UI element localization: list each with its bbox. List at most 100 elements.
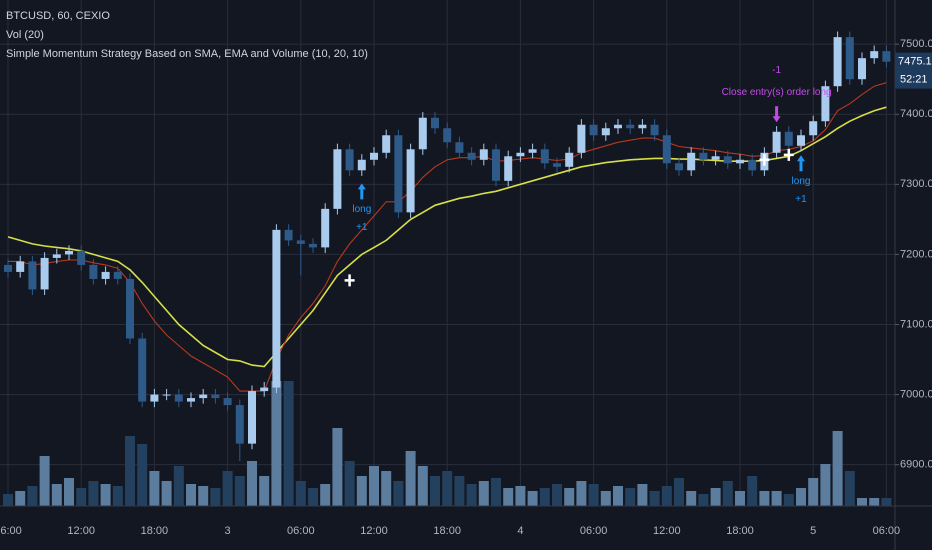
volume-bar: [454, 476, 465, 506]
volume-legend: Vol (20): [6, 29, 44, 41]
volume-bar: [491, 478, 501, 506]
candle-body: [626, 124, 635, 129]
candle-body: [223, 398, 232, 406]
volume-bar: [588, 484, 599, 506]
candle-body: [113, 271, 122, 279]
y-tick-label: 6900.00: [900, 459, 932, 471]
candle-body: [504, 156, 513, 181]
candle-body: [28, 261, 37, 290]
candle-body: [858, 58, 866, 80]
volume-bar: [149, 471, 160, 506]
y-tick-label: 7500.00: [900, 38, 932, 50]
volume-bar: [247, 461, 257, 506]
volume-bar: [466, 484, 477, 506]
candle-body: [455, 142, 464, 153]
volume-bar: [747, 476, 758, 506]
y-tick-label: 7300.00: [900, 178, 932, 190]
y-tick-label: 7400.00: [900, 108, 932, 120]
candle-body: [650, 124, 659, 136]
volume-bar: [661, 486, 672, 506]
volume-bar: [320, 484, 331, 506]
last-price-label: 7475.10: [898, 56, 932, 68]
volume-bar: [39, 456, 50, 506]
candle-body: [174, 394, 183, 402]
volume-bar: [442, 471, 453, 506]
candle-body: [296, 240, 305, 244]
candle-body: [492, 149, 500, 181]
volume-bar: [735, 491, 745, 506]
volume-bar: [259, 476, 270, 506]
x-tick-label: 12:00: [360, 525, 388, 537]
entry-qty: +1: [795, 194, 807, 205]
volume-bar: [722, 481, 733, 506]
volume-bar: [173, 466, 184, 506]
candle-body: [870, 51, 879, 59]
volume-bar: [698, 494, 709, 506]
volume-bar: [832, 431, 843, 506]
candle-body: [577, 124, 586, 153]
y-tick-label: 7000.00: [900, 388, 932, 400]
candle-body: [882, 51, 891, 62]
candle-body: [748, 159, 757, 171]
candle-body: [784, 131, 793, 146]
candle-body: [638, 124, 647, 129]
volume-bar: [125, 436, 135, 506]
entry-label: long: [352, 204, 371, 215]
candle-body: [614, 124, 622, 129]
candle-body: [52, 254, 61, 258]
candle-body: [138, 338, 147, 402]
volume-bar: [613, 486, 623, 506]
candle-body: [711, 156, 720, 160]
candle-body: [357, 159, 366, 171]
candle-body: [65, 250, 73, 255]
candle-body: [772, 131, 781, 153]
candle-body: [565, 152, 574, 167]
volume-bar: [820, 464, 831, 506]
volume-bar: [783, 494, 794, 506]
candle-body: [431, 117, 439, 129]
candle-body: [418, 117, 427, 150]
volume-bar: [844, 471, 855, 506]
candle-body: [248, 391, 256, 444]
last-price-box: [895, 52, 932, 89]
y-tick-label: 7200.00: [900, 248, 932, 260]
candle-body: [394, 135, 403, 213]
volume-bar: [759, 491, 770, 506]
volume-bar: [552, 484, 562, 506]
candle-body: [675, 163, 683, 171]
volume-bar: [857, 498, 867, 506]
countdown-label: 52:21: [900, 74, 928, 86]
candle-body: [333, 149, 342, 209]
volume-bar: [100, 484, 111, 506]
volume-bar: [808, 478, 819, 506]
volume-bar: [600, 491, 611, 506]
volume-bar: [869, 498, 880, 506]
candle-body: [272, 229, 281, 388]
volume-bar: [674, 478, 684, 506]
volume-bar: [210, 488, 221, 506]
volume-bar: [222, 471, 233, 506]
volume-bar: [64, 478, 74, 506]
x-tick-label: 06:00: [287, 525, 315, 537]
candle-body: [211, 394, 220, 399]
volume-bar: [186, 484, 196, 506]
volume-bar: [710, 488, 721, 506]
x-tick-label: 4: [517, 525, 523, 537]
candle-body: [284, 229, 293, 241]
candle-body: [150, 394, 159, 402]
candle-body: [4, 264, 12, 272]
volume-bar: [332, 428, 343, 506]
volume-bar: [430, 476, 440, 506]
candle-body: [321, 208, 330, 248]
x-tick-label: 18:00: [141, 525, 169, 537]
candle-body: [199, 394, 208, 399]
candle-body: [235, 405, 244, 444]
volume-bar: [881, 498, 892, 506]
volume-bar: [515, 486, 526, 506]
candle-body: [162, 394, 171, 396]
x-tick-label: 06:00: [873, 525, 901, 537]
volume-bar: [234, 476, 245, 506]
volume-bar: [271, 381, 282, 506]
symbol-title: BTCUSD, 60, CEXIO: [6, 10, 110, 22]
